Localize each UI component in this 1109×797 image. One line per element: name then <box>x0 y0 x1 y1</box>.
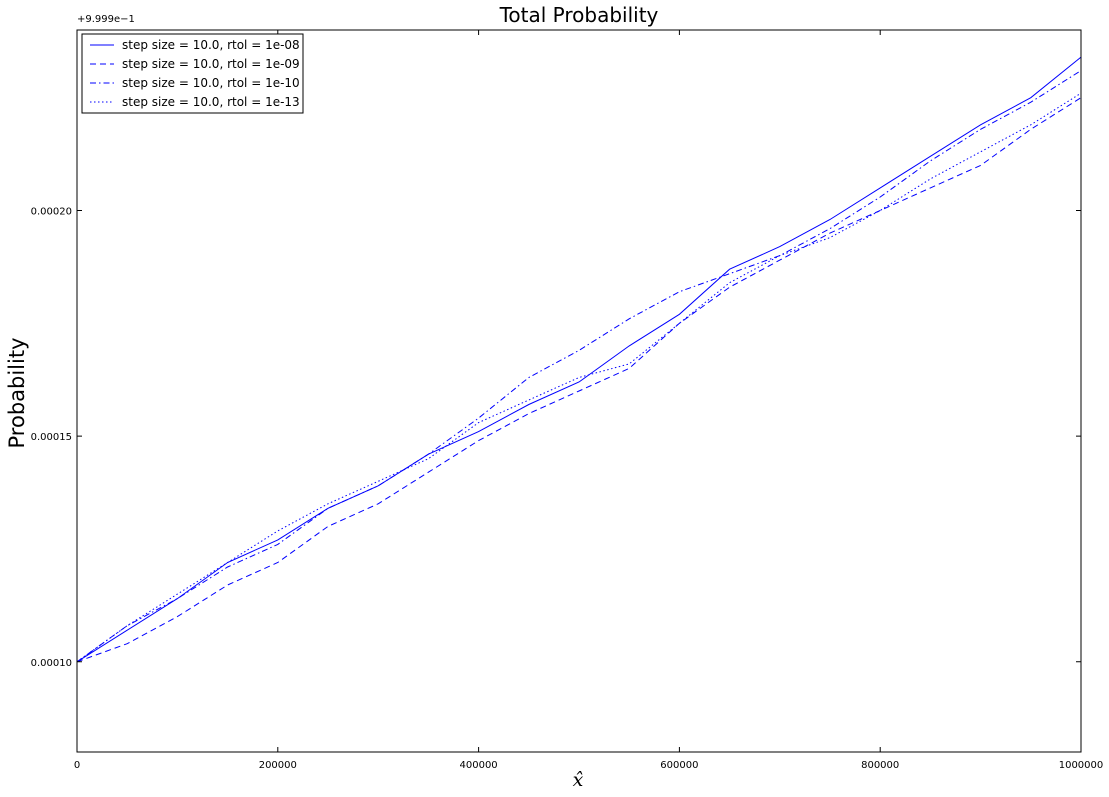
x-tick-label: 600000 <box>660 760 698 771</box>
legend: step size = 10.0, rtol = 1e-08 step size … <box>81 33 304 114</box>
series-line-2 <box>76 97 1082 663</box>
legend-label-2: step size = 10.0, rtol = 1e-09 <box>122 57 300 71</box>
x-tick-label: 200000 <box>259 760 297 771</box>
legend-label-4: step size = 10.0, rtol = 1e-13 <box>122 95 300 109</box>
x-tick-label: 1000000 <box>1059 760 1104 771</box>
x-axis-label: x̂ <box>573 769 584 791</box>
chart-title: Total Probability <box>499 3 659 27</box>
plot-area <box>76 56 1082 663</box>
x-tick-label: 800000 <box>861 760 899 771</box>
series-line-3 <box>76 70 1082 663</box>
y-tick-label: 0.00010 <box>31 658 72 669</box>
x-tick-label: 0 <box>74 760 80 771</box>
legend-label-1: step size = 10.0, rtol = 1e-08 <box>122 38 300 52</box>
x-tick-label: 400000 <box>460 760 498 771</box>
y-offset-label: +9.999e−1 <box>77 14 135 25</box>
axes-frame <box>76 29 1082 753</box>
y-tick-label: 0.00020 <box>31 207 72 218</box>
series-line-1 <box>76 56 1082 663</box>
legend-box <box>81 33 304 114</box>
axes: 0 200000 400000 600000 800000 1000000 0.00010 0… <box>31 29 1104 771</box>
y-axis-label: Probability <box>5 337 29 448</box>
legend-label-3: step size = 10.0, rtol = 1e-10 <box>122 76 300 90</box>
y-tick-label: 0.00015 <box>31 432 72 443</box>
series-line-4 <box>76 92 1082 663</box>
